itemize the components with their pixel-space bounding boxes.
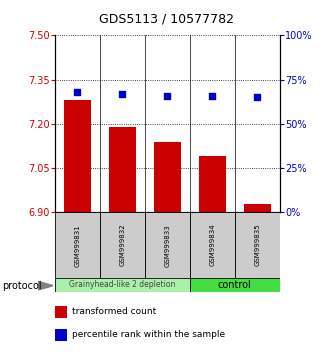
Bar xyxy=(109,127,136,212)
Text: GSM999832: GSM999832 xyxy=(119,224,126,267)
Text: protocol: protocol xyxy=(2,281,41,291)
Text: GSM999831: GSM999831 xyxy=(74,224,81,267)
Bar xyxy=(190,278,280,292)
Bar xyxy=(199,156,226,212)
Bar xyxy=(64,100,91,212)
Bar xyxy=(154,142,181,212)
Bar xyxy=(244,204,271,212)
Text: control: control xyxy=(218,280,252,290)
Point xyxy=(254,95,260,100)
Bar xyxy=(55,212,100,278)
Point xyxy=(75,89,80,95)
Polygon shape xyxy=(38,281,53,290)
Text: transformed count: transformed count xyxy=(72,307,156,316)
Text: percentile rank within the sample: percentile rank within the sample xyxy=(72,330,225,339)
Text: Grainyhead-like 2 depletion: Grainyhead-like 2 depletion xyxy=(69,280,175,290)
Point xyxy=(120,91,125,97)
Text: GSM999834: GSM999834 xyxy=(209,224,215,267)
Bar xyxy=(190,212,235,278)
Bar xyxy=(55,306,67,318)
Bar xyxy=(55,278,190,292)
Text: GSM999835: GSM999835 xyxy=(254,224,260,267)
Bar xyxy=(235,212,280,278)
Bar xyxy=(100,212,145,278)
Text: GSM999833: GSM999833 xyxy=(164,224,170,267)
Text: GDS5113 / 10577782: GDS5113 / 10577782 xyxy=(99,12,234,25)
Point xyxy=(165,93,170,98)
Bar xyxy=(145,212,190,278)
Bar xyxy=(55,329,67,341)
Point xyxy=(210,93,215,98)
